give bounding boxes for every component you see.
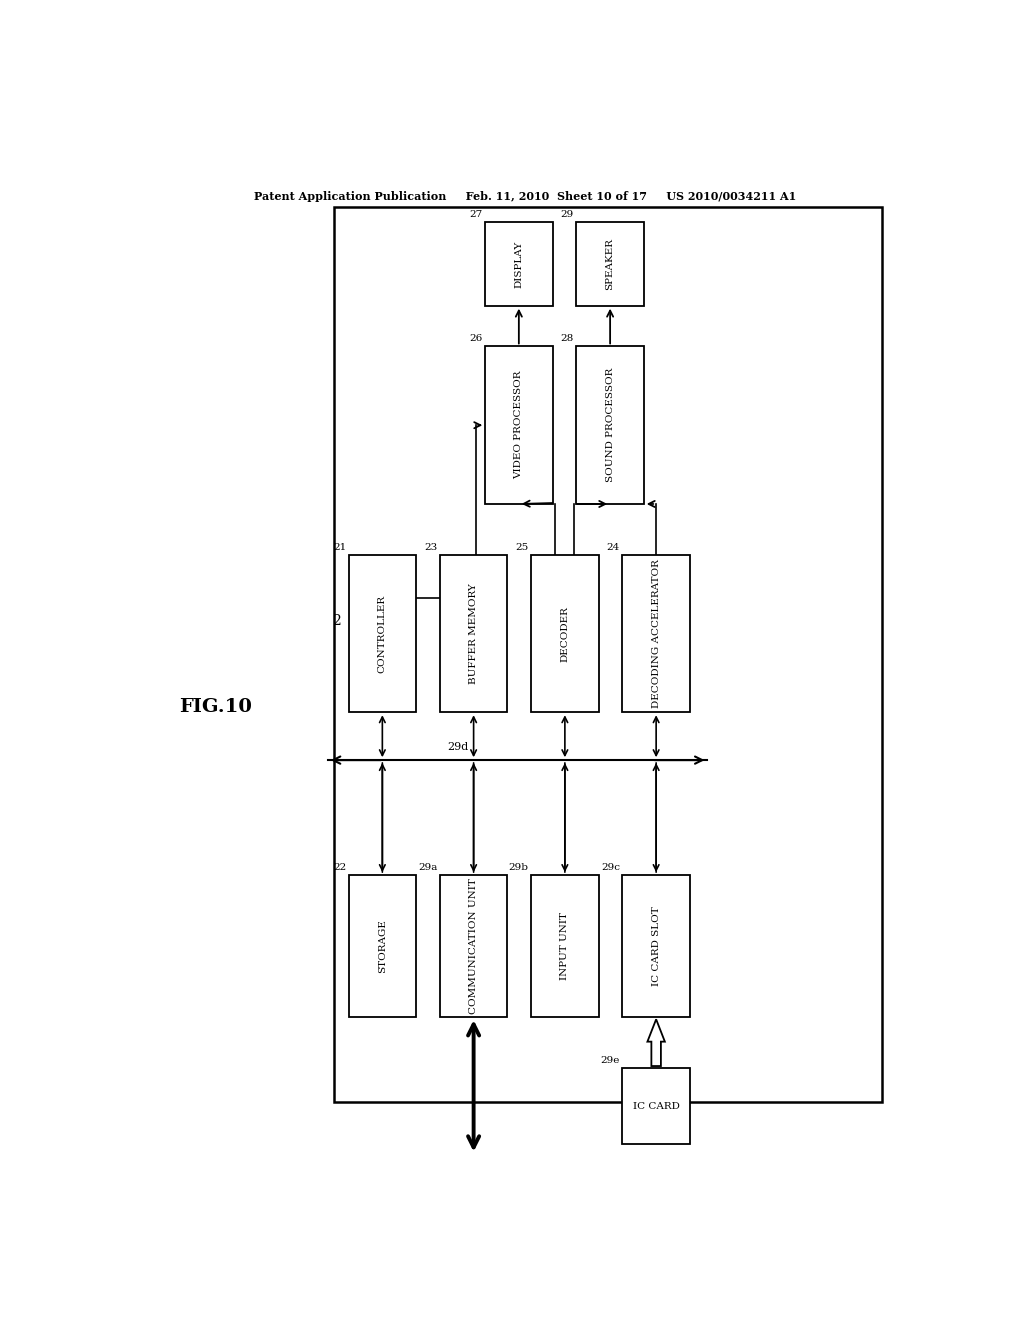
Text: IC CARD: IC CARD <box>633 1102 680 1110</box>
Text: SOUND PROCESSOR: SOUND PROCESSOR <box>605 368 614 482</box>
Bar <box>577 346 644 504</box>
Bar <box>485 223 553 306</box>
Text: SPEAKER: SPEAKER <box>605 238 614 290</box>
Bar <box>623 1068 690 1144</box>
Bar <box>531 875 599 1018</box>
Text: 21: 21 <box>333 543 346 552</box>
Text: 29a: 29a <box>418 863 437 873</box>
Polygon shape <box>647 1019 665 1067</box>
Text: 27: 27 <box>469 210 482 219</box>
Bar <box>623 875 690 1018</box>
Bar <box>623 554 690 713</box>
Text: INPUT UNIT: INPUT UNIT <box>560 912 569 981</box>
Text: 22: 22 <box>333 863 346 873</box>
Text: 29: 29 <box>561 210 574 219</box>
Text: 28: 28 <box>561 334 574 343</box>
Bar <box>348 875 416 1018</box>
Text: FIG.10: FIG.10 <box>179 698 252 717</box>
Text: 2: 2 <box>332 614 341 628</box>
Text: DECODING ACCELERATOR: DECODING ACCELERATOR <box>651 560 660 708</box>
Text: IC CARD SLOT: IC CARD SLOT <box>651 907 660 986</box>
Text: 26: 26 <box>469 334 482 343</box>
Text: COMMUNICATION UNIT: COMMUNICATION UNIT <box>469 878 478 1014</box>
Bar <box>334 207 882 1102</box>
Bar <box>577 223 644 306</box>
Text: 29d: 29d <box>447 742 468 752</box>
Text: 29e: 29e <box>601 1056 620 1065</box>
Bar <box>440 554 507 713</box>
Text: 23: 23 <box>424 543 437 552</box>
Text: 29b: 29b <box>509 863 528 873</box>
Text: 24: 24 <box>607 543 620 552</box>
Bar <box>531 554 599 713</box>
Text: BUFFER MEMORY: BUFFER MEMORY <box>469 583 478 684</box>
Text: 29c: 29c <box>601 863 620 873</box>
Bar <box>485 346 553 504</box>
Text: DISPLAY: DISPLAY <box>514 240 523 288</box>
Text: Patent Application Publication     Feb. 11, 2010  Sheet 10 of 17     US 2010/003: Patent Application Publication Feb. 11, … <box>254 190 796 202</box>
Text: VIDEO PROCESSOR: VIDEO PROCESSOR <box>514 371 523 479</box>
Text: CONTROLLER: CONTROLLER <box>378 594 387 673</box>
Text: DECODER: DECODER <box>560 606 569 661</box>
Bar <box>440 875 507 1018</box>
Text: STORAGE: STORAGE <box>378 919 387 973</box>
Text: 25: 25 <box>515 543 528 552</box>
Bar <box>348 554 416 713</box>
